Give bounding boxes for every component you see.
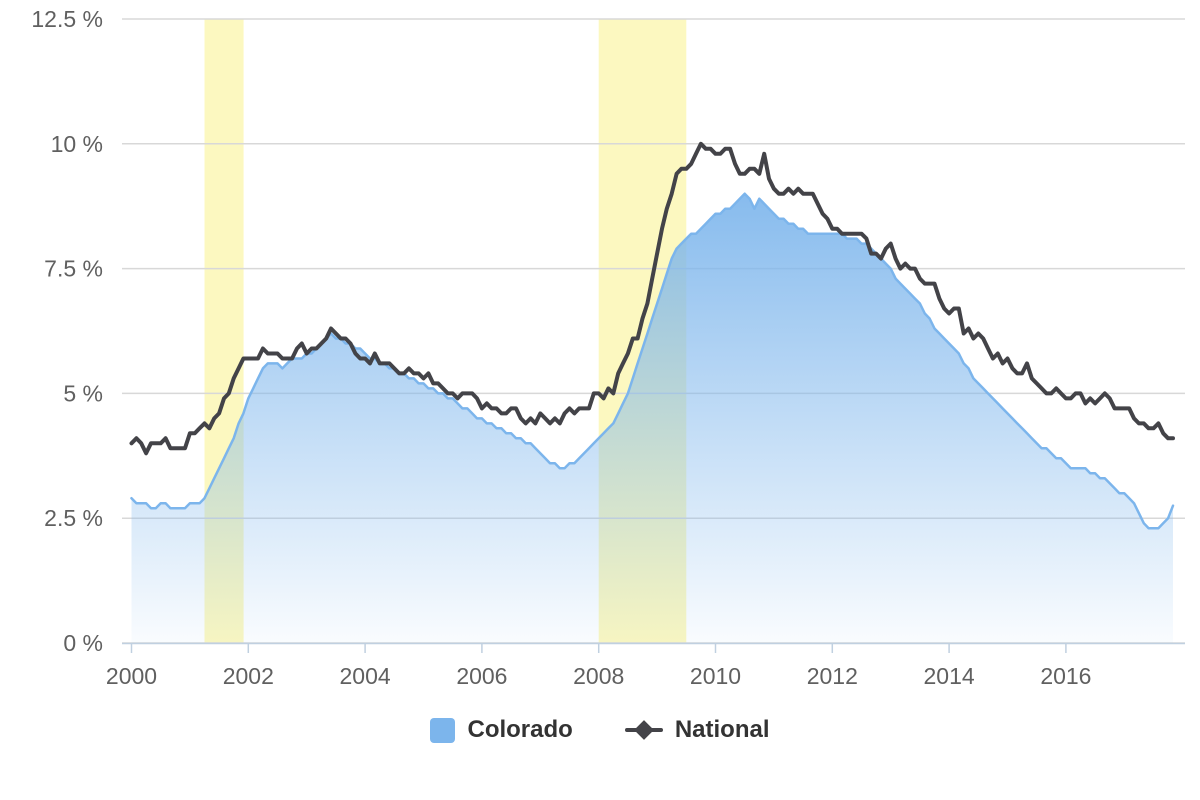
legend-item-colorado[interactable]: Colorado	[430, 716, 573, 744]
x-axis-label: 2012	[807, 663, 858, 689]
x-axis-label: 2008	[573, 663, 624, 689]
x-axis-label: 2002	[223, 663, 274, 689]
colorado-area-swatch-icon	[430, 717, 456, 743]
x-axis-label: 2006	[456, 663, 507, 689]
y-axis-label: 7.5 %	[44, 256, 103, 282]
y-axis-label: 2.5 %	[44, 505, 103, 531]
national-line-series[interactable]	[129, 141, 1175, 456]
legend-label-colorado: Colorado	[467, 716, 573, 743]
chart-legend: Colorado National	[0, 716, 1200, 744]
colorado-area-outline[interactable]	[130, 192, 1175, 530]
x-axis-label: 2016	[1040, 663, 1091, 689]
x-axis-label: 2010	[690, 663, 741, 689]
legend-label-national: National	[674, 716, 770, 743]
x-axis-label: 2000	[106, 663, 157, 689]
y-axis-label: 10 %	[51, 131, 103, 157]
colorado-area-series[interactable]	[131, 193, 1174, 643]
y-axis-label: 5 %	[63, 380, 103, 406]
y-axis-label: 0 %	[63, 630, 103, 656]
axis-labels-layer: 0 % 2.5 % 5 % 7.5 % 10 % 12.5 % 2000 2002 2004 20…	[31, 6, 1091, 689]
series-layer	[129, 141, 1175, 643]
y-axis-label: 12.5 %	[31, 6, 103, 32]
legend-item-national[interactable]: National	[624, 716, 770, 744]
national-line-diamond-swatch-icon	[624, 718, 663, 743]
x-axis-label: 2014	[924, 663, 975, 689]
axis-layer	[122, 642, 1185, 653]
x-axis-label: 2004	[340, 663, 391, 689]
